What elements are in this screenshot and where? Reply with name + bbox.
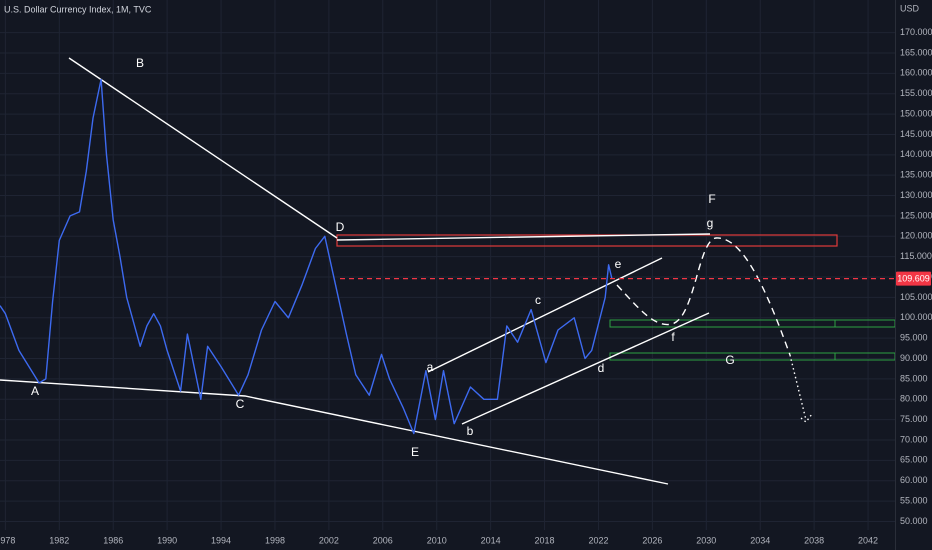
x-tick-label: 1998	[265, 535, 285, 545]
x-tick-label: 2010	[427, 535, 447, 545]
last-price-badge	[896, 271, 931, 286]
y-tick-label: 90.000	[900, 353, 928, 363]
y-tick-label: 85.000	[900, 373, 928, 383]
x-tick-label: 2042	[858, 535, 878, 545]
resistance-box	[336, 234, 838, 247]
y-tick-label: 95.000	[900, 333, 928, 343]
y-tick-label: 150.000	[900, 108, 932, 118]
y-tick-label: 155.000	[900, 88, 932, 98]
y-tick-label: 160.000	[900, 68, 932, 78]
last-price-label: 109.609	[897, 274, 930, 284]
wave-label: F	[708, 192, 715, 206]
wave-label: A	[31, 384, 39, 398]
y-tick-label: 120.000	[900, 231, 932, 241]
y-tick-label: 165.000	[900, 47, 932, 57]
x-tick-label: 2026	[642, 535, 662, 545]
wave-label: G	[725, 353, 734, 367]
wave-label: g	[707, 216, 714, 230]
x-tick-label: 1986	[103, 535, 123, 545]
x-tick-label: 2030	[696, 535, 716, 545]
grid	[0, 0, 895, 530]
y-tick-label: 170.000	[900, 27, 932, 37]
y-tick-label: 65.000	[900, 455, 928, 465]
wave-label: b	[467, 424, 474, 438]
wave-label: D	[336, 220, 345, 234]
x-tick-label: 1994	[211, 535, 231, 545]
y-tick-label: 70.000	[900, 434, 928, 444]
x-tick-label: 1978	[0, 535, 15, 545]
x-tick-label: 2014	[481, 535, 501, 545]
y-tick-label: 125.000	[900, 210, 932, 220]
plot	[0, 78, 895, 435]
wave-label: E	[411, 445, 419, 459]
trend-line	[68, 57, 338, 239]
x-tick-label: 2018	[535, 535, 555, 545]
x-tick-label: 2002	[319, 535, 339, 545]
y-tick-label: 145.000	[900, 129, 932, 139]
wave-label: C	[236, 397, 245, 411]
channel-line	[427, 257, 663, 373]
wave-label: e	[615, 257, 622, 271]
y-tick-label: 130.000	[900, 190, 932, 200]
x-tick-label: 2034	[750, 535, 770, 545]
y-tick-label: 80.000	[900, 394, 928, 404]
x-tick-label: 1982	[49, 535, 69, 545]
y-tick-label: 55.000	[900, 495, 928, 505]
y-tick-label: 75.000	[900, 414, 928, 424]
trend-line	[0, 379, 669, 485]
x-tick-label: 2038	[804, 535, 824, 545]
price-line	[0, 78, 613, 435]
wave-label: B	[136, 56, 144, 70]
wave-label: c	[535, 293, 541, 307]
trend-line	[336, 233, 711, 241]
y-tick-label: 50.000	[900, 516, 928, 526]
wave-label: d	[598, 361, 605, 375]
wave-label: a	[427, 360, 434, 374]
y-tick-label: 105.000	[900, 292, 932, 302]
chart-title: U.S. Dollar Currency Index, 1M, TVC	[4, 4, 152, 14]
projection-path	[616, 237, 791, 356]
x-tick-label: 1990	[157, 535, 177, 545]
y-tick-label: 115.000	[900, 251, 932, 261]
y-tick-label: 140.000	[900, 149, 932, 159]
x-tick-label: 2006	[373, 535, 393, 545]
y-tick-label: 100.000	[900, 312, 932, 322]
axis-unit: USD	[900, 3, 920, 13]
channel-line	[461, 312, 710, 425]
wave-label: f	[671, 330, 675, 344]
y-tick-label: 135.000	[900, 170, 932, 180]
drawings	[0, 57, 896, 485]
y-tick-label: 60.000	[900, 475, 928, 485]
x-tick-label: 2022	[588, 535, 608, 545]
